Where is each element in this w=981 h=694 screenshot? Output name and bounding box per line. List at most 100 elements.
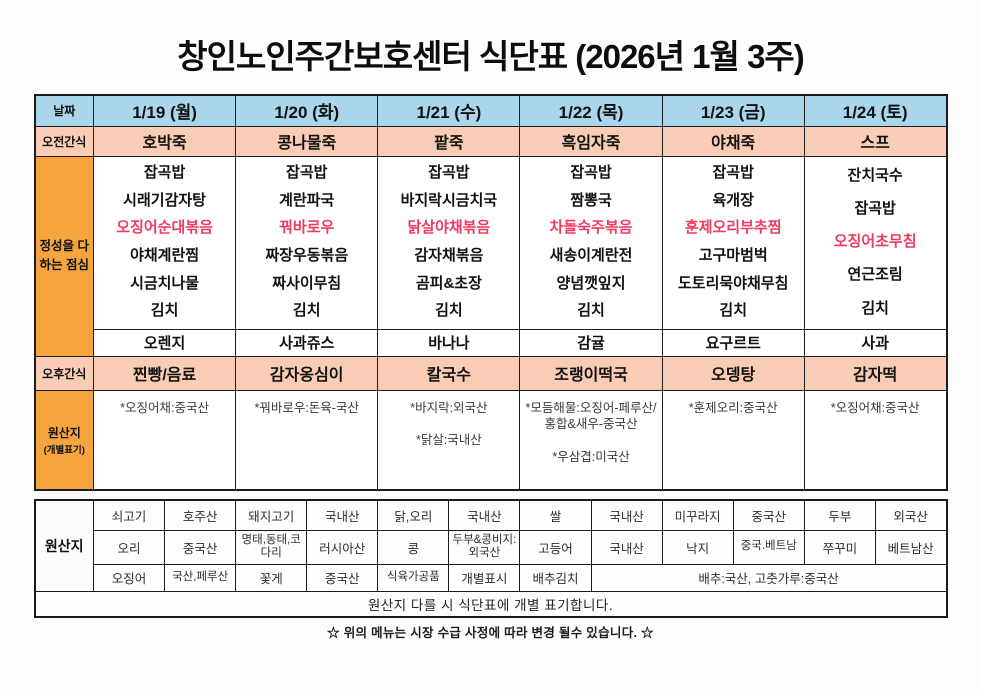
document-title: 창인노인주간보호센터 식단표 (2026년 1월 3주) bbox=[177, 38, 805, 75]
fruit-cell: 바나나 bbox=[377, 328, 521, 357]
footer-note-row: 원산지 다를 시 식단표에 개별 표기합니다. bbox=[34, 590, 947, 617]
menu-item-special: 오징어순대볶음 bbox=[116, 219, 213, 237]
morning-snack-cell: 스프 bbox=[803, 125, 948, 157]
fruit-cell: 사과쥬스 bbox=[235, 328, 379, 357]
origin-item-cell: 낙지 bbox=[661, 529, 734, 565]
origin-table-label: 원산지 bbox=[34, 499, 94, 592]
origin-item-cell: 쌀 bbox=[519, 499, 592, 531]
origin-item-cell: 꽃게 bbox=[235, 563, 308, 592]
origin-item-cell: 두부 bbox=[803, 499, 876, 531]
menu-item: 잡곡밥 bbox=[854, 200, 896, 218]
origin-item-cell: 고등어 bbox=[519, 529, 592, 565]
origin-value-cell: 국산,페루산 bbox=[164, 563, 237, 592]
afternoon-snack-cell: 조랭이떡국 bbox=[519, 355, 663, 391]
origin-value-cell: 중국.베트남 bbox=[732, 529, 805, 565]
origin-row: 오징어 국산,페루산 꽃게 중국산 식육가공품 개별표시 배추김치 배추:국산,… bbox=[35, 563, 948, 592]
menu-item: 도토리묵야채무침 bbox=[678, 274, 789, 292]
origin-note-cell: *모듬해물:오징어-페루산/홍합&새우-중국산 *우삼겹:미국산 bbox=[519, 389, 663, 491]
origin-value-cell: 베트남산 bbox=[874, 529, 948, 565]
origin-individual-row: 원산지 (개별표기) *오징어채:중국산 *꿔바로우:돈육-국산 *바지락:외국… bbox=[34, 389, 948, 491]
menu-item: 시금치나물 bbox=[130, 274, 200, 292]
morning-snack-cell: 콩나물죽 bbox=[235, 125, 379, 157]
origin-note-cell: *오징어채:중국산 bbox=[92, 389, 237, 491]
origin-item-cell: 쭈꾸미 bbox=[803, 529, 876, 565]
lunch-row: 정성을 다하는 점심 잡곡밥 시래기감자탕 오징어순대볶음 야채계란찜 시금치나… bbox=[34, 155, 948, 357]
morning-snack-row: 오전간식 호박죽 콩나물죽 팥죽 흑임자죽 야채죽 스프 bbox=[34, 125, 948, 157]
date-header-cell: 1/21 (수) bbox=[377, 94, 521, 127]
date-header-cell: 1/23 (금) bbox=[661, 94, 805, 127]
menu-item: 감자채볶음 bbox=[414, 247, 484, 265]
menu-item: 잡곡밥 bbox=[712, 164, 754, 182]
morning-snack-cell: 흑임자죽 bbox=[519, 125, 663, 157]
menu-item: 김치 bbox=[150, 302, 179, 320]
origin-value-cell: 중국산 bbox=[732, 499, 805, 531]
menu-item-special: 차돌숙주볶음 bbox=[549, 219, 633, 237]
menu-item: 계란파국 bbox=[279, 191, 335, 209]
lunch-label: 정성을 다하는 점심 bbox=[34, 155, 94, 357]
afternoon-snack-cell: 찐빵/음료 bbox=[92, 355, 237, 391]
origin-value-cell: 러시아산 bbox=[306, 529, 379, 565]
origin-note: *오징어채:중국산 bbox=[120, 400, 209, 415]
menu-item: 짜사이무침 bbox=[272, 274, 342, 292]
date-label-cell: 날짜 bbox=[34, 94, 94, 127]
menu-item: 잡곡밥 bbox=[286, 164, 328, 182]
fruit-cell: 요구르트 bbox=[661, 328, 805, 357]
menu-item: 김치 bbox=[719, 302, 747, 320]
date-header-cell: 1/24 (토) bbox=[803, 94, 948, 127]
origin-note: *우삼겹:미국산 bbox=[552, 450, 630, 465]
menu-item: 시래기감자탕 bbox=[123, 191, 206, 209]
date-header-cell: 1/22 (목) bbox=[519, 94, 663, 127]
origin-value-cell: 중국산 bbox=[306, 563, 379, 592]
morning-snack-cell: 호박죽 bbox=[92, 125, 237, 157]
menu-item: 잡곡밥 bbox=[570, 164, 612, 182]
lunch-menu-cell: 잔치국수 잡곡밥 오징어초무침 연근조림 김치 bbox=[803, 155, 948, 330]
morning-snack-cell: 팥죽 bbox=[377, 125, 521, 157]
fruit-row: 오렌지 사과쥬스 바나나 감귤 요구르트 사과 bbox=[35, 328, 948, 357]
origin-row: 원산지 쇠고기 호주산 돼지고기 국내산 닭,오리 국내산 쌀 국내산 미꾸라지… bbox=[34, 499, 948, 592]
date-header-row: 날짜 1/19 (월) 1/20 (화) 1/21 (수) 1/22 (목) 1… bbox=[34, 94, 948, 127]
menu-item: 김치 bbox=[435, 302, 463, 320]
origin-value-cell: 호주산 bbox=[164, 499, 237, 531]
origin-note: *오징어채:중국산 bbox=[830, 400, 920, 415]
fruit-cell: 오렌지 bbox=[92, 328, 237, 357]
menu-item: 짬뽕국 bbox=[570, 191, 612, 209]
origin-note: *모듬해물:오징어-페루산/홍합&새우-중국산 bbox=[525, 400, 657, 432]
fruit-cell: 사과 bbox=[803, 328, 948, 357]
origin-summary-table: 원산지 쇠고기 호주산 돼지고기 국내산 닭,오리 국내산 쌀 국내산 미꾸라지… bbox=[33, 499, 948, 618]
menu-item: 육개장 bbox=[712, 191, 754, 209]
origin-note: *훈제오리:중국산 bbox=[688, 400, 778, 415]
origin-value-cell: 외국산 bbox=[874, 499, 948, 531]
menu-item: 짜장우동볶음 bbox=[265, 247, 349, 265]
menu-item-special: 훈제오리부추찜 bbox=[684, 219, 782, 237]
origin-item-cell: 오리 bbox=[92, 529, 166, 565]
afternoon-snack-cell: 감자옹심이 bbox=[235, 355, 379, 391]
origin-item-cell: 오징어 bbox=[92, 563, 166, 592]
origin-item-cell: 닭,오리 bbox=[377, 499, 450, 531]
menu-item: 새송이계란전 bbox=[549, 247, 633, 265]
lunch-menu-cell: 잡곡밥 바지락시금치국 닭살야채볶음 감자채볶음 곰피&초장 김치 bbox=[377, 155, 521, 330]
menu-item: 연근조림 bbox=[847, 266, 903, 284]
origin-item-cell: 미꾸라지 bbox=[661, 499, 734, 531]
menu-item: 바지락시금치국 bbox=[400, 191, 498, 209]
origin-note: *바지락:외국산 bbox=[410, 400, 488, 415]
meal-plan-table: 날짜 1/19 (월) 1/20 (화) 1/21 (수) 1/22 (목) 1… bbox=[33, 94, 948, 491]
origin-value-cell: 국내산 bbox=[590, 499, 663, 531]
lunch-menu-cell: 잡곡밥 육개장 훈제오리부추찜 고구마범벅 도토리묵야채무침 김치 bbox=[661, 155, 805, 330]
origin-value-cell: 두부&콩비지:외국산 bbox=[448, 529, 521, 565]
origin-item-cell: 배추김치 bbox=[519, 563, 592, 592]
menu-item: 잡곡밥 bbox=[428, 164, 470, 182]
menu-item: 김치 bbox=[577, 302, 605, 320]
morning-snack-label: 오전간식 bbox=[34, 125, 94, 157]
origin-note: *꿔바로우:돈육-국산 bbox=[254, 400, 359, 415]
origin-note-cell: *바지락:외국산 *닭살:국내산 bbox=[377, 389, 521, 491]
menu-item-special: 오징어초무침 bbox=[833, 233, 917, 251]
lunch-menu-cell: 잡곡밥 시래기감자탕 오징어순대볶음 야채계란찜 시금치나물 김치 bbox=[92, 155, 237, 330]
origin-merged-cell: 배추:국산, 고춧가루:중국산 bbox=[590, 563, 948, 592]
morning-snack-cell: 야채죽 bbox=[661, 125, 805, 157]
menu-item: 고구마범벅 bbox=[698, 247, 768, 265]
date-header-cell: 1/20 (화) bbox=[235, 94, 379, 127]
afternoon-snack-cell: 오뎅탕 bbox=[661, 355, 805, 391]
menu-item: 양념깻잎지 bbox=[556, 274, 626, 292]
menu-item: 김치 bbox=[861, 299, 889, 317]
